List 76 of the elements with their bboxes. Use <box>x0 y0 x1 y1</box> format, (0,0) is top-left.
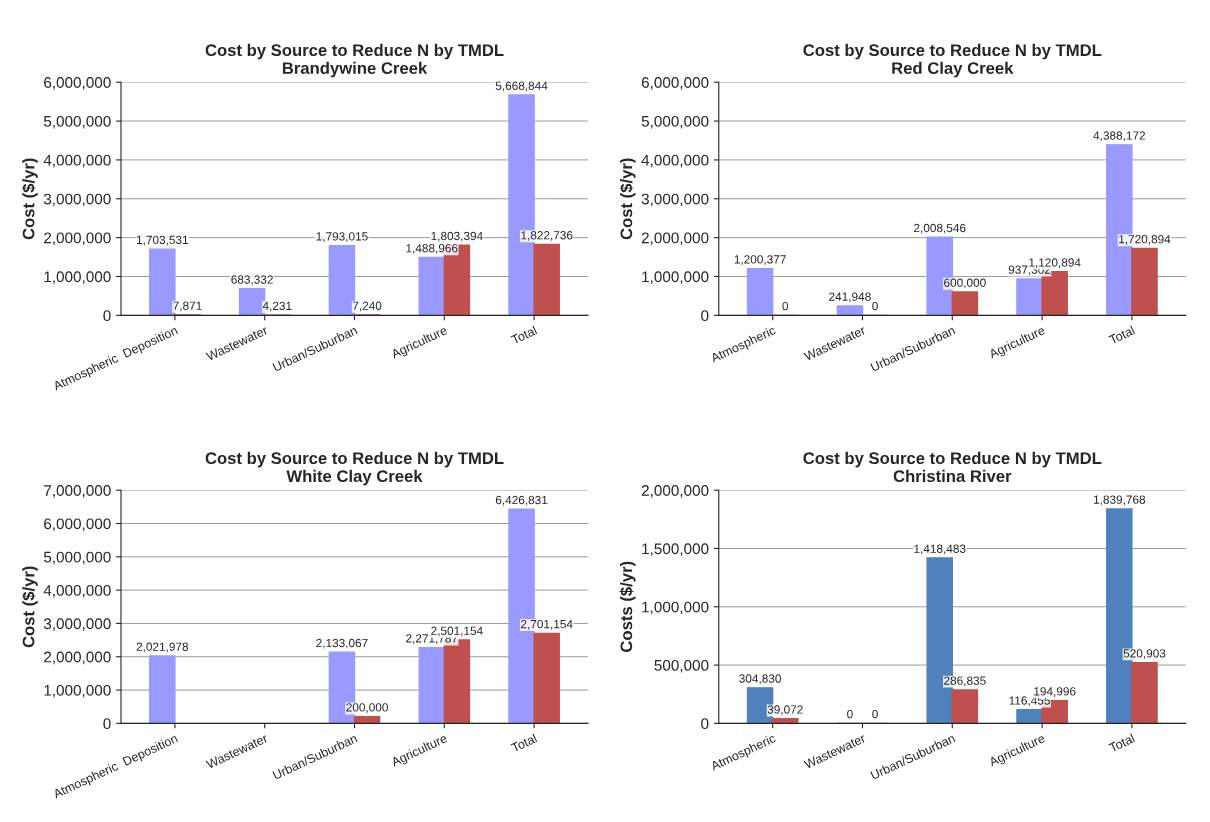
y-tick-label: 4,000,000 <box>43 585 111 598</box>
y-tick-label: 6,000,000 <box>44 518 111 532</box>
data-label: 4,231 <box>262 301 292 312</box>
data-label: 200,000 <box>346 703 388 713</box>
data-label: 0 <box>782 301 789 311</box>
y-tick-label: 5,000,000 <box>43 551 111 565</box>
y-tick-label: 2,000,000 <box>641 485 709 498</box>
chart-title: Cost by Source to Reduce N by TMDL <box>803 43 1102 60</box>
y-tick-label: 1,000,000 <box>642 271 709 284</box>
chart-subtitle: Red Clay Creek <box>892 61 1014 78</box>
x-tick-label: Total <box>510 325 538 345</box>
y-axis-title: Cost ($/yr) <box>619 158 636 240</box>
data-label: 1,488,966 <box>406 244 458 254</box>
data-label: 0 <box>847 709 853 719</box>
data-label: 2,701,154 <box>521 619 573 630</box>
y-tick-label: 2,000,000 <box>44 651 111 665</box>
y-axis-title: Costs ($/yr) <box>619 561 636 652</box>
chart-title: Cost by Source to Reduce N by TMDL <box>205 43 504 60</box>
data-label: 1,720,894 <box>1119 235 1171 245</box>
y-axis-title: Cost ($/yr) <box>21 158 38 240</box>
y-tick-label: 1,500,000 <box>642 543 709 556</box>
chart-title: Cost by Source to Reduce N by TMDL <box>205 451 504 468</box>
data-label: 194,996 <box>1034 687 1076 697</box>
data-label: 241,948 <box>829 292 871 303</box>
y-tick-label: 2,000,000 <box>641 232 709 246</box>
y-tick-label: 7,000,000 <box>44 485 111 498</box>
data-label: 116,455 <box>1009 696 1050 707</box>
y-tick-label: 4,000,000 <box>43 154 111 168</box>
chart-subtitle: White Clay Creek <box>286 469 423 486</box>
data-label: 0 <box>872 301 878 311</box>
data-label: 304,830 <box>739 674 781 685</box>
y-tick-label: 4,000,000 <box>641 154 709 168</box>
y-tick-label: 1,000,000 <box>44 684 111 698</box>
data-label: 600,000 <box>944 278 986 289</box>
y-tick-label: 5,000,000 <box>43 115 111 129</box>
data-label: 7,240 <box>352 301 382 312</box>
y-tick-label: 3,000,000 <box>43 193 111 207</box>
chart-subtitle: Brandywine Creek <box>282 61 428 78</box>
y-tick-label: 0 <box>103 718 111 730</box>
data-label: 0 <box>872 709 878 719</box>
data-label: 683,332 <box>231 275 273 286</box>
y-tick-label: 0 <box>103 310 111 322</box>
data-label: 1,703,531 <box>136 235 188 246</box>
y-tick-label: 500,000 <box>654 659 709 673</box>
chart-title: Cost by Source to Reduce N by TMDL <box>803 451 1102 468</box>
data-label: 1,793,015 <box>316 232 368 242</box>
data-label: 4,388,172 <box>1093 131 1146 142</box>
data-label: 7,871 <box>173 301 202 312</box>
y-tick-label: 3,000,000 <box>641 193 709 207</box>
y-tick-label: 6,000,000 <box>641 77 709 90</box>
data-label: 1,822,736 <box>521 231 573 241</box>
x-tick-label: Total <box>1108 325 1136 345</box>
data-label: 1,418,483 <box>914 544 966 555</box>
data-label: 5,668,844 <box>495 81 548 92</box>
x-tick-label: Total <box>510 733 538 753</box>
y-tick-label: 0 <box>701 718 709 730</box>
data-label: 1,803,394 <box>431 231 483 242</box>
y-tick-label: 3,000,000 <box>43 618 111 631</box>
x-tick-label: Total <box>1108 733 1136 753</box>
y-tick-label: 2,000,000 <box>44 232 111 246</box>
y-tick-label: 1,000,000 <box>44 271 111 284</box>
data-label: 1,200,377 <box>734 255 786 265</box>
data-label: 520,903 <box>1123 649 1166 659</box>
data-label: 39,072 <box>767 705 803 716</box>
y-tick-label: 1,000,000 <box>642 601 709 615</box>
data-label: 2,133,067 <box>316 638 368 649</box>
data-label: 2,008,546 <box>914 223 966 234</box>
y-tick-label: 6,000,000 <box>44 77 111 90</box>
data-label: 6,426,831 <box>495 495 548 506</box>
y-axis-title: Cost ($/yr) <box>21 566 38 648</box>
chart-subtitle: Christina River <box>893 469 1012 483</box>
y-tick-label: 0 <box>701 310 709 322</box>
y-tick-label: 5,000,000 <box>641 115 709 129</box>
data-label: 286,835 <box>944 676 986 687</box>
data-label: 2,021,978 <box>136 642 189 653</box>
data-label: 1,839,768 <box>1093 495 1146 506</box>
